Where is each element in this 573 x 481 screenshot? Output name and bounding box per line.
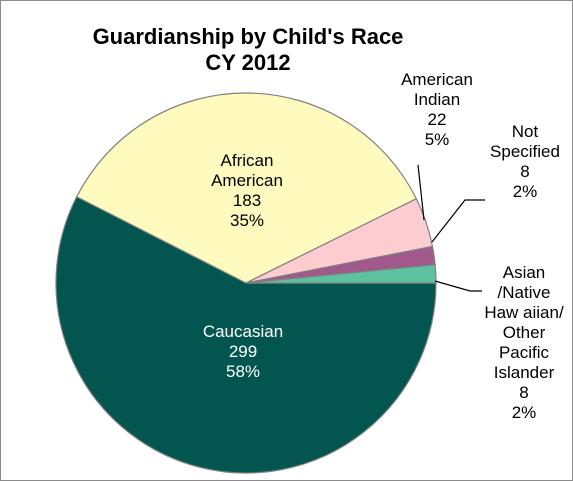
slice-label: Asian/Native Haw aiian/Other Pacific Island… — [484, 263, 564, 422]
leader-line — [431, 199, 485, 243]
slice-label: Not Specified 8 2% — [490, 122, 560, 201]
slice-label: Caucasian 299 58% — [203, 322, 283, 381]
pie-slices — [55, 92, 437, 474]
slice-label: African American 183 35% — [211, 151, 283, 230]
slice-label: American Indian 22 5% — [401, 70, 473, 149]
pie-slice — [75, 92, 418, 284]
leader-line — [417, 164, 425, 221]
leader-line — [434, 280, 482, 292]
chart-subtitle: CY 2012 — [205, 50, 290, 75]
pie-slice — [245, 264, 437, 284]
slice-labels: Caucasian 299 58% African American 183 35% Amer… — [203, 70, 564, 422]
leader-lines — [417, 164, 485, 292]
pie-slice — [55, 195, 437, 474]
chart-title: Guardianship by Child's Race — [93, 24, 404, 49]
